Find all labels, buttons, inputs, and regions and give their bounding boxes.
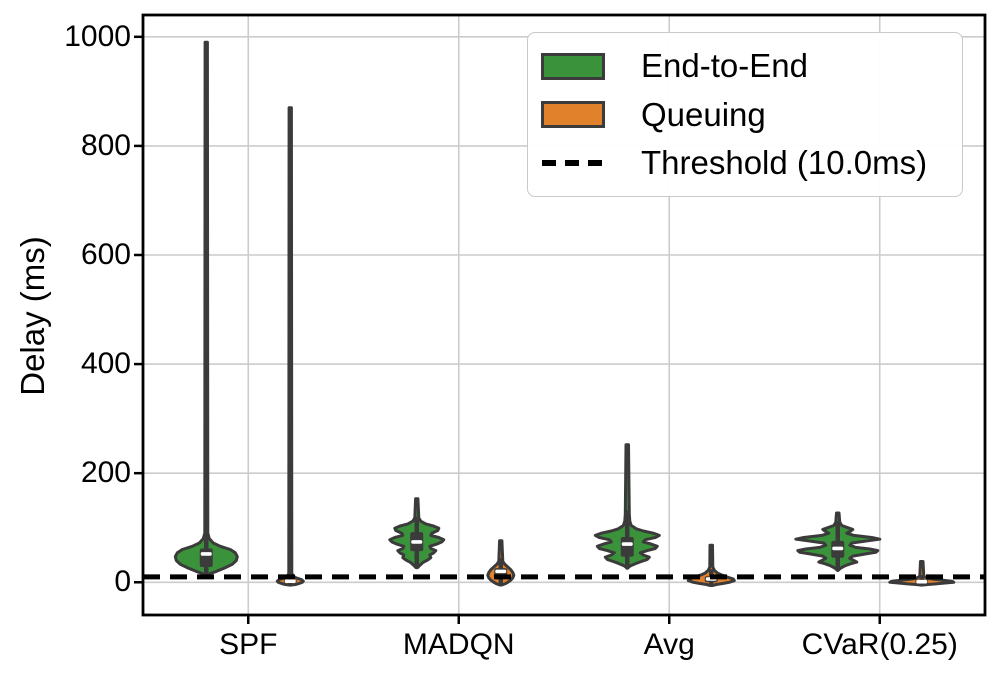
legend-item-end-to-end: End-to-End: [541, 45, 954, 87]
y-tick-label-0: 0: [114, 565, 131, 599]
violin-spf-end-to-end-median: [200, 552, 212, 556]
violin-cvar-0-25-end-to-end-median: [832, 546, 844, 551]
x-tick-label-cvar-0-25: CVaR(0.25): [801, 628, 958, 661]
y-tick-label-400: 400: [80, 346, 131, 380]
violin-avg-end-to-end-median: [621, 542, 633, 546]
violin-madqn-end-to-end-median: [411, 540, 423, 544]
end-to-end-swatch: [541, 52, 605, 80]
legend-label-threshold: Threshold (10.0ms): [641, 144, 928, 181]
violin-avg-end-to-end-box: [620, 537, 634, 557]
legend-label-end-to-end: End-to-End: [641, 47, 808, 84]
violin-cvar-0-25-queuing-median: [916, 579, 928, 584]
legend: End-to-End Queuing Threshold (10.0ms): [527, 32, 963, 197]
y-axis-label: Delay (ms): [14, 236, 51, 396]
y-tick-label-200: 200: [80, 456, 131, 490]
y-tick-label-1000: 1000: [64, 19, 131, 53]
legend-item-threshold: Threshold (10.0ms): [541, 142, 954, 184]
legend-item-queuing: Queuing: [541, 94, 954, 136]
violin-cvar-0-25-queuing: [888, 560, 956, 587]
violin-spf-end-to-end-box: [199, 548, 213, 567]
violin-avg-end-to-end: [593, 443, 661, 569]
queuing-swatch: [541, 101, 605, 128]
plot-border: [141, 13, 987, 617]
x-tick-label-spf: SPF: [219, 628, 278, 661]
violin-spf-queuing-median: [284, 579, 296, 583]
legend-label-queuing: Queuing: [641, 95, 766, 133]
x-tick-label-avg: Avg: [643, 628, 695, 661]
violin-spf-queuing: [275, 106, 305, 587]
y-tick-label-800: 800: [80, 128, 131, 162]
x-tick-label-madqn: MADQN: [402, 628, 515, 661]
threshold-dash-icon: [542, 160, 604, 166]
violin-spf-end-to-end: [173, 40, 239, 577]
violin-madqn-queuing-median: [495, 569, 507, 574]
y-tick-label-600: 600: [80, 237, 131, 271]
